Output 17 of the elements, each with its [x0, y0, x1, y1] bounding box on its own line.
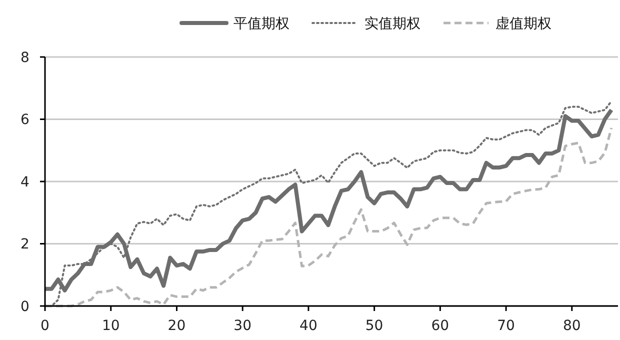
x-tick-label: 30 — [234, 318, 252, 334]
x-tick-label: 60 — [431, 318, 450, 334]
x-tick-label: 80 — [562, 318, 581, 334]
x-tick-label: 10 — [102, 318, 120, 334]
x-tick-label: 40 — [300, 318, 318, 334]
y-tick-label: 8 — [20, 50, 30, 66]
y-tick-label: 6 — [20, 112, 30, 128]
legend-label: 虚值期权 — [496, 16, 552, 32]
x-tick-label: 0 — [40, 318, 50, 334]
y-tick-label: 4 — [20, 174, 30, 190]
y-tick-label: 2 — [20, 236, 30, 253]
x-tick-label: 70 — [497, 318, 515, 334]
legend-label: 平值期权 — [234, 16, 290, 32]
legend-label: 实值期权 — [364, 16, 420, 32]
x-tick-label: 20 — [168, 318, 186, 334]
y-tick-label: 0 — [20, 298, 30, 315]
x-tick-label: 50 — [365, 318, 384, 334]
